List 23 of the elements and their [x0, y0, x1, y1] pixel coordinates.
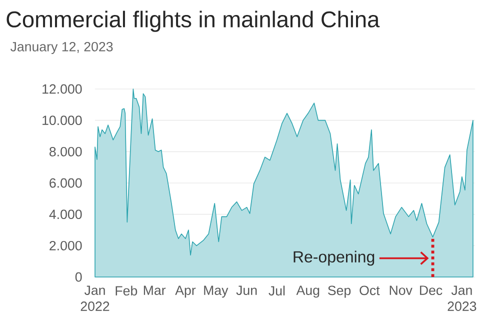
x-tick-label: Aug	[296, 286, 320, 298]
x-tick-label: Sep	[328, 286, 351, 298]
x-tick-label: Jun	[236, 286, 257, 295]
x-tick-label: Dec	[420, 286, 442, 295]
x-tick-label: Feb	[116, 286, 138, 296]
y-tick-label: 6.000	[50, 178, 82, 188]
y-tick-label: 0	[75, 272, 82, 282]
y-tick-label: 8.000	[50, 146, 82, 156]
chart-subtitle: January 12, 2023	[10, 42, 113, 54]
ref-line-label: Re-opening	[294, 250, 374, 266]
x-tick-label: Nov	[390, 286, 412, 295]
y-tick-label: 2.000	[50, 240, 82, 250]
x-tick-label: Mar	[144, 286, 166, 295]
x-tick-label: Oct	[360, 286, 380, 296]
y-tick-label: 12.000	[42, 84, 82, 94]
chart-title: Commercial flights in mainland China	[6, 10, 380, 32]
x-tick-label: Jul	[268, 286, 285, 296]
x-tick-label: Apr	[175, 286, 196, 298]
x-tick-label: Jan 2023	[448, 286, 476, 311]
x-tick-label: Jan 2022	[80, 286, 110, 311]
y-tick-label: 10.000	[42, 116, 82, 126]
y-tick-label: 4.000	[49, 210, 82, 220]
x-tick-label: May	[204, 286, 228, 298]
